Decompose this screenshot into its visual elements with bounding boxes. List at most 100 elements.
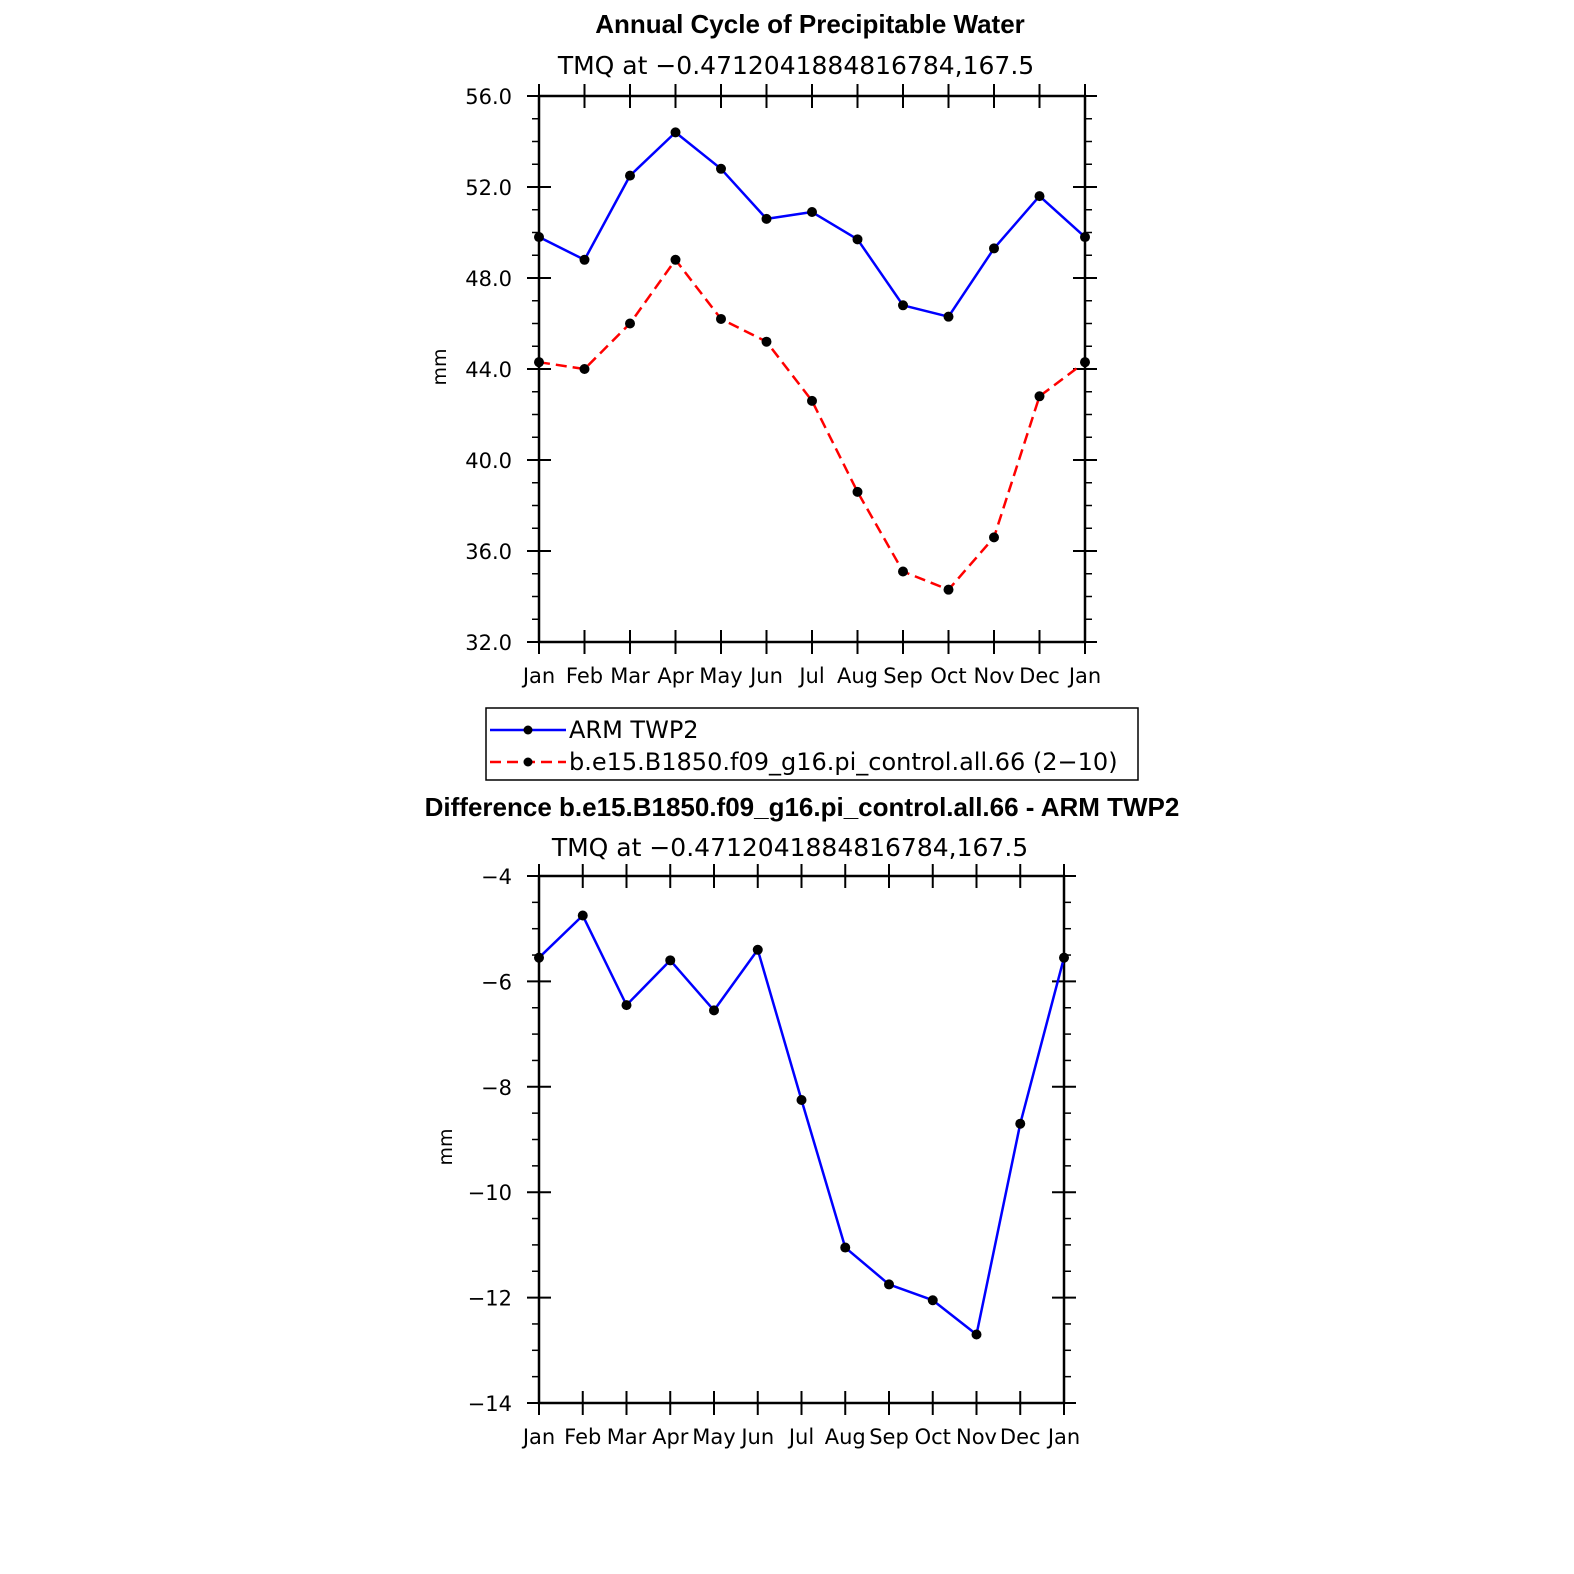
data-point (807, 207, 817, 218)
x-tick-label: Nov (974, 664, 1015, 688)
plot-frame (537, 874, 1066, 1405)
y-tick-label: −6 (481, 970, 512, 994)
data-point (927, 1295, 938, 1306)
data-point (1034, 391, 1045, 402)
data-point (621, 1000, 632, 1011)
legend-label-model: b.e15.B1850.f09_g16.pi_control.all.66 (2… (569, 748, 1118, 776)
data-point (852, 486, 863, 497)
data-point (1015, 1118, 1026, 1129)
series-line-1 (538, 258, 1086, 591)
data-point (796, 1094, 807, 1105)
data-point (971, 1329, 982, 1340)
x-tick-label: Oct (930, 664, 966, 688)
legend-marker-model (523, 757, 533, 767)
data-point (761, 336, 772, 347)
axes: Jan Feb Mar Apr May Jun Jul Aug Sep Oct Nov Dec Jan 3… (465, 84, 1101, 688)
series-group (534, 910, 1069, 1340)
data-point (625, 170, 635, 181)
x-tick-label: Mar (607, 1425, 647, 1449)
data-point (1034, 191, 1045, 202)
data-point (625, 318, 635, 329)
data-point (852, 234, 863, 245)
plot-frame (537, 94, 1087, 644)
data-point (1080, 357, 1090, 368)
x-tick-label: Jan (521, 664, 555, 688)
x-tick-label: Jan (521, 1425, 555, 1449)
series-line-0 (538, 914, 1066, 1336)
data-point (989, 532, 999, 543)
data-point (898, 566, 908, 577)
x-tick-label: Mar (610, 664, 650, 688)
y-axis-label: mm (429, 348, 451, 385)
series-group (534, 127, 1090, 595)
x-tick-label: Sep (883, 664, 923, 688)
chart-subtitle: TMQ at −0.4712041884816784,167.5 (557, 51, 1034, 80)
bottom-chart: Difference b.e15.B1850.f09_g16.pi_contro… (425, 792, 1180, 1449)
x-tick-label: Sep (869, 1425, 909, 1449)
x-tick-label: Dec (1019, 664, 1060, 688)
data-point (989, 243, 999, 254)
y-tick-label: −10 (468, 1181, 512, 1205)
data-point (943, 584, 954, 595)
data-point (716, 163, 726, 174)
legend-marker-arm (523, 725, 533, 735)
data-point (716, 313, 726, 324)
x-tick-label: Feb (564, 1425, 601, 1449)
data-point (577, 910, 588, 921)
legend-label-arm: ARM TWP2 (569, 716, 699, 744)
y-axis-label: mm (435, 1128, 457, 1165)
data-point (670, 254, 681, 265)
data-point (534, 357, 544, 368)
data-point (579, 254, 590, 265)
data-point (1059, 952, 1069, 963)
x-tick-label: Jun (748, 664, 783, 688)
data-point (840, 1242, 851, 1253)
x-tick-label: May (699, 664, 742, 688)
data-point (665, 955, 676, 966)
axes: Jan Feb Mar Apr May Jun Jul Aug Sep Oct Nov Dec Jan−… (468, 864, 1080, 1449)
y-tick-label: 52.0 (465, 176, 512, 200)
x-tick-label: Jan (1067, 664, 1101, 688)
data-point (807, 395, 817, 406)
x-tick-label: Jul (787, 1425, 814, 1449)
y-tick-label: 36.0 (465, 540, 512, 564)
data-point (709, 1005, 719, 1016)
y-tick-label: −14 (468, 1392, 512, 1416)
x-tick-label: Nov (956, 1425, 997, 1449)
y-tick-label: −8 (481, 1076, 512, 1100)
data-point (752, 944, 763, 955)
data-point (534, 952, 544, 963)
x-tick-label: Dec (1000, 1425, 1041, 1449)
chart-subtitle: TMQ at −0.4712041884816784,167.5 (551, 833, 1028, 862)
y-tick-label: −4 (481, 865, 512, 889)
chart-title: Difference b.e15.B1850.f09_g16.pi_contro… (425, 792, 1180, 822)
data-point (884, 1279, 894, 1290)
y-tick-label: 44.0 (465, 358, 512, 382)
data-point (670, 127, 681, 138)
x-tick-label: Apr (657, 664, 694, 688)
legend: ARM TWP2 b.e15.B1850.f09_g16.pi_control.… (485, 707, 1139, 781)
x-tick-label: Aug (837, 664, 878, 688)
data-point (1080, 232, 1090, 243)
x-tick-label: Jan (1046, 1425, 1080, 1449)
x-tick-label: Apr (652, 1425, 689, 1449)
data-point (579, 364, 590, 374)
y-tick-label: 48.0 (465, 267, 512, 291)
x-tick-label: Oct (915, 1425, 951, 1449)
data-point (943, 311, 954, 322)
data-point (761, 213, 772, 224)
y-tick-label: 56.0 (465, 85, 512, 109)
data-point (898, 300, 908, 311)
series-line-0 (538, 131, 1086, 318)
y-tick-label: 32.0 (465, 631, 512, 655)
x-tick-label: Aug (825, 1425, 866, 1449)
legend-box (485, 707, 1139, 781)
x-tick-label: May (692, 1425, 735, 1449)
data-point (534, 232, 544, 243)
chart-title: Annual Cycle of Precipitable Water (595, 9, 1025, 39)
y-tick-label: 40.0 (465, 449, 512, 473)
y-tick-label: −12 (468, 1287, 512, 1311)
x-tick-label: Jun (739, 1425, 774, 1449)
x-tick-label: Feb (566, 664, 603, 688)
